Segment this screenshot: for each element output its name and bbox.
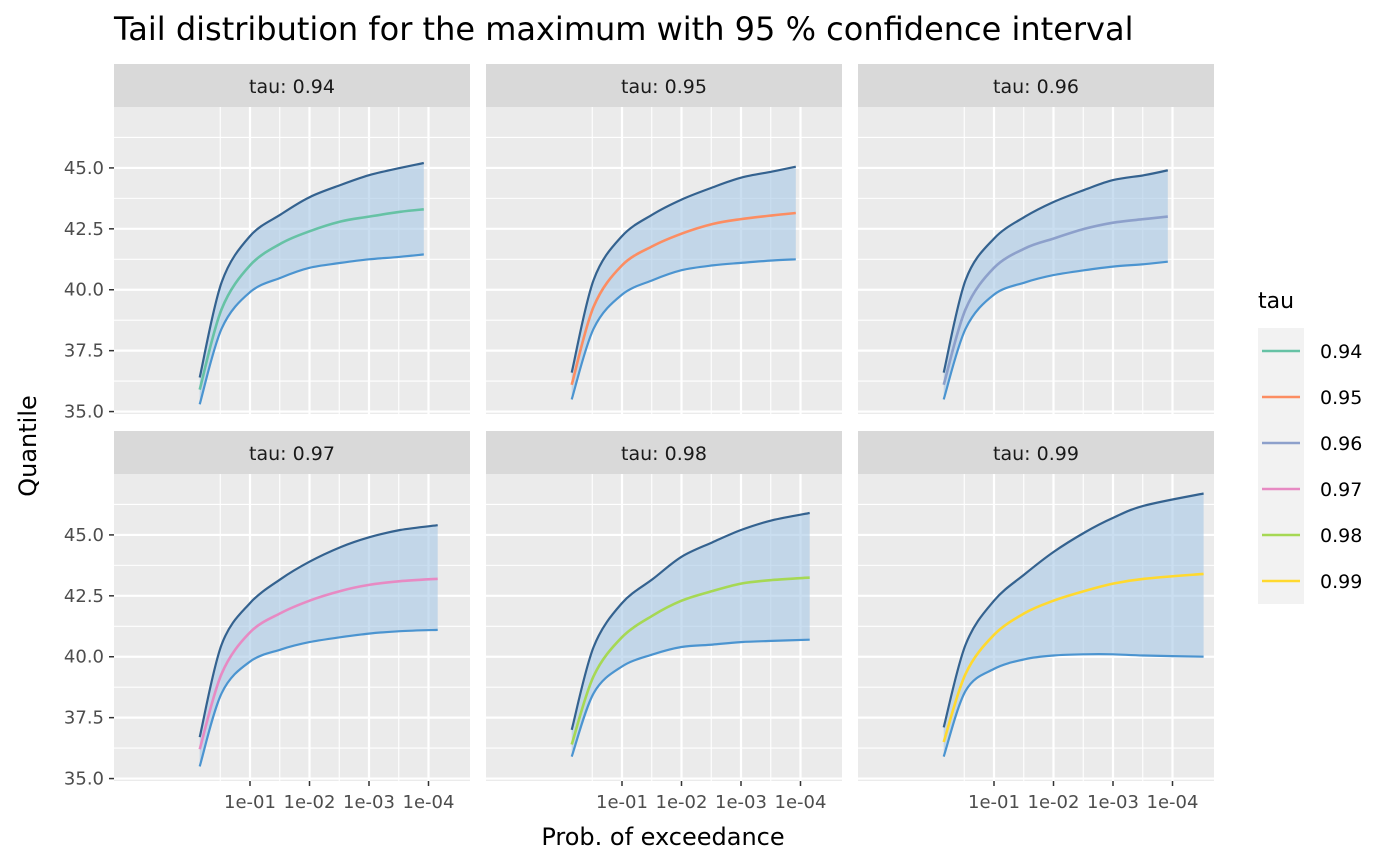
facet-strip-label: tau: 0.95 bbox=[621, 76, 707, 98]
y-tick-label: 42.5 bbox=[64, 219, 104, 240]
legend-label: 0.97 bbox=[1320, 479, 1362, 501]
y-tick-label: 35.0 bbox=[64, 402, 104, 423]
facet-strip-label: tau: 0.99 bbox=[993, 443, 1079, 465]
facet-strip bbox=[858, 64, 1214, 107]
facet-panel: tau: 0.96 bbox=[858, 64, 1214, 414]
lower-bound-line bbox=[198, 628, 438, 767]
x-axis-title: Prob. of exceedance bbox=[541, 823, 784, 851]
upper-bound-line bbox=[942, 492, 1204, 728]
lower-bound-line bbox=[942, 653, 1204, 757]
legend-label: 0.99 bbox=[1320, 571, 1362, 593]
x-tick-label: 1e-02 bbox=[656, 792, 708, 813]
upper-bound-line bbox=[198, 161, 425, 378]
confidence-band bbox=[943, 170, 1168, 400]
y-tick-label: 45.0 bbox=[64, 158, 104, 179]
x-tick-label: 1e-03 bbox=[715, 792, 767, 813]
y-tick-label: 40.0 bbox=[64, 647, 104, 668]
facet-strip bbox=[858, 431, 1214, 474]
lower-bound-line bbox=[198, 253, 424, 405]
facet-strip-label: tau: 0.94 bbox=[249, 76, 335, 98]
y-tick-label: 37.5 bbox=[64, 341, 104, 362]
estimate-line bbox=[198, 577, 438, 750]
legend-title: tau bbox=[1258, 289, 1294, 314]
facet-strip-label: tau: 0.98 bbox=[621, 443, 707, 465]
x-tick-label: 1e-04 bbox=[775, 792, 827, 813]
facet-strip-label: tau: 0.97 bbox=[249, 443, 335, 465]
confidence-band bbox=[943, 493, 1204, 757]
confidence-band bbox=[199, 163, 424, 405]
legend-label: 0.96 bbox=[1320, 433, 1362, 455]
y-axis-title: Quantile bbox=[14, 395, 42, 497]
facet-panels: tau: 0.94 35.0 37.5 40.0 42.5 45.0 tau: 0.95 ta… bbox=[64, 64, 1214, 813]
confidence-band bbox=[571, 513, 810, 757]
x-tick-label: 1e-04 bbox=[1147, 792, 1199, 813]
y-tick-label: 42.5 bbox=[64, 586, 104, 607]
y-tick-label: 45.0 bbox=[64, 525, 104, 546]
chart-title: Tail distribution for the maximum with 9… bbox=[113, 10, 1133, 48]
estimate-line bbox=[942, 572, 1204, 743]
upper-bound-line bbox=[570, 165, 797, 373]
facet-strip bbox=[114, 431, 470, 474]
lower-bound-line bbox=[942, 260, 1168, 400]
x-tick-label: 1e-02 bbox=[284, 792, 336, 813]
facet-panel: tau: 0.98 1e-01 1e-02 1e-03 1e-04 bbox=[486, 431, 842, 813]
legend-items: 0.94 0.95 0.96 0.97 0.98 0.99 bbox=[1262, 341, 1362, 593]
upper-bound-line bbox=[942, 169, 1169, 373]
facet-strip bbox=[486, 431, 842, 474]
estimate-line bbox=[198, 208, 424, 390]
facet-strip-label: tau: 0.96 bbox=[993, 76, 1079, 98]
upper-bound-line bbox=[570, 511, 810, 731]
legend-label: 0.95 bbox=[1320, 387, 1362, 409]
y-tick-label: 37.5 bbox=[64, 708, 104, 729]
upper-bound-line bbox=[198, 524, 438, 738]
x-tick-label: 1e-01 bbox=[224, 792, 276, 813]
lower-bound-line bbox=[570, 638, 810, 757]
facet-panel: tau: 0.97 35.0 37.5 40.0 42.5 45.0 1e-01 1e-02 1… bbox=[64, 431, 470, 813]
x-tick-label: 1e-01 bbox=[596, 792, 648, 813]
facet-strip bbox=[486, 64, 842, 107]
legend-background bbox=[1258, 328, 1304, 604]
x-tick-label: 1e-04 bbox=[403, 792, 455, 813]
lower-bound-line bbox=[570, 258, 796, 400]
y-tick-label: 40.0 bbox=[64, 280, 104, 301]
y-tick-label: 35.0 bbox=[64, 769, 104, 790]
estimate-line bbox=[570, 211, 796, 386]
x-tick-label: 1e-03 bbox=[1087, 792, 1139, 813]
confidence-band bbox=[571, 166, 796, 400]
legend: tau 0.94 0.95 0.96 0.97 0.98 0.99 bbox=[1258, 289, 1362, 604]
estimate-line bbox=[570, 576, 810, 745]
estimate-line bbox=[942, 215, 1168, 386]
facet-panel: tau: 0.94 35.0 37.5 40.0 42.5 45.0 bbox=[64, 64, 470, 423]
legend-label: 0.94 bbox=[1320, 341, 1362, 363]
facet-panel: tau: 0.99 1e-01 1e-02 1e-03 1e-04 bbox=[858, 431, 1214, 813]
x-tick-label: 1e-01 bbox=[968, 792, 1020, 813]
facet-panel: tau: 0.95 bbox=[486, 64, 842, 414]
facet-strip bbox=[114, 64, 470, 107]
legend-label: 0.98 bbox=[1320, 525, 1362, 547]
x-tick-label: 1e-02 bbox=[1028, 792, 1080, 813]
x-tick-label: 1e-03 bbox=[343, 792, 395, 813]
confidence-band bbox=[199, 525, 438, 767]
